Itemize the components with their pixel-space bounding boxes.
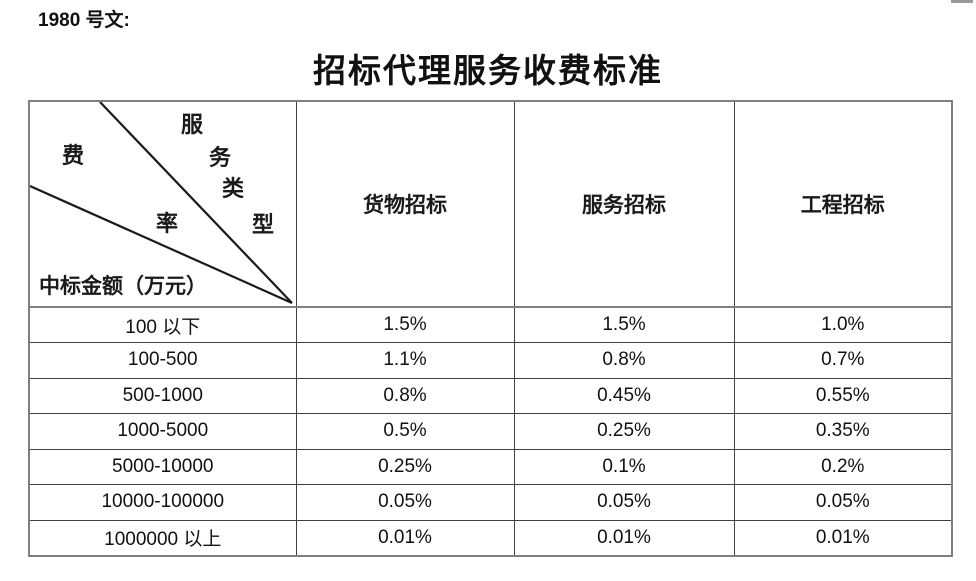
diagonal-corner-cell: 费 率 服 务 类 型 中标金额（万元） (28, 100, 297, 308)
rate-services: 0.8% (513, 342, 735, 379)
rate-services: 1.5% (513, 306, 735, 343)
page-title: 招标代理服务收费标准 (313, 54, 663, 90)
rate-goods: 0.8% (295, 377, 515, 414)
header-row: 费 率 服 务 类 型 中标金额（万元） 货物招标 服务招标 工程招标 (28, 100, 953, 308)
column-header-engineering: 工程招标 (733, 100, 953, 308)
rate-goods: 1.5% (295, 306, 515, 343)
column-header-services: 服务招标 (513, 100, 735, 308)
rate-works: 0.01% (733, 519, 953, 557)
rate-works: 0.05% (733, 484, 953, 521)
rate-services: 0.1% (513, 448, 735, 485)
amount-range: 10000-100000 (28, 484, 297, 521)
rate-works: 0.7% (733, 342, 953, 379)
corner-fee-char-2: 率 (155, 211, 179, 236)
rate-services: 0.05% (513, 484, 735, 521)
column-header-goods: 货物招标 (295, 100, 515, 308)
corner-type-char-4: 型 (251, 212, 275, 237)
table-row: 5000-10000 0.25% 0.1% 0.2% (28, 448, 953, 485)
amount-range: 1000000 以上 (28, 519, 297, 557)
rate-goods: 0.25% (295, 448, 515, 485)
table-row: 1000000 以上 0.01% 0.01% 0.01% (28, 519, 953, 557)
amount-range: 100 以下 (28, 306, 297, 343)
diagonal-lines (31, 103, 293, 305)
rate-works: 1.0% (733, 306, 953, 343)
fee-standard-table: 费 率 服 务 类 型 中标金额（万元） 货物招标 服务招标 工程招标 100 … (28, 100, 953, 557)
table-row: 1000-5000 0.5% 0.25% 0.35% (28, 413, 953, 450)
rate-goods: 0.05% (295, 484, 515, 521)
corner-type-char-1: 服 (180, 112, 204, 137)
amount-axis-label: 中标金额（万元） (39, 274, 207, 298)
rate-services: 0.01% (513, 519, 735, 557)
rate-goods: 0.01% (295, 519, 515, 557)
table-row: 500-1000 0.8% 0.45% 0.55% (28, 377, 953, 414)
corner-type-char-2: 务 (208, 145, 232, 170)
table-row: 100 以下 1.5% 1.5% 1.0% (28, 306, 953, 343)
rate-works: 0.55% (733, 377, 953, 414)
table-row: 10000-100000 0.05% 0.05% 0.05% (28, 484, 953, 521)
window-edge-artifact (951, 0, 973, 3)
rate-works: 0.2% (733, 448, 953, 485)
rate-goods: 0.5% (295, 413, 515, 450)
corner-type-char-3: 类 (221, 176, 245, 201)
rate-services: 0.45% (513, 377, 735, 414)
doc-number: 1980 号文: (38, 10, 130, 31)
amount-range: 100-500 (28, 342, 297, 379)
amount-range: 5000-10000 (28, 448, 297, 485)
table-row: 100-500 1.1% 0.8% 0.7% (28, 342, 953, 379)
rate-goods: 1.1% (295, 342, 515, 379)
corner-fee-char-1: 费 (61, 143, 85, 168)
amount-range: 1000-5000 (28, 413, 297, 450)
rate-services: 0.25% (513, 413, 735, 450)
amount-range: 500-1000 (28, 377, 297, 414)
rate-works: 0.35% (733, 413, 953, 450)
